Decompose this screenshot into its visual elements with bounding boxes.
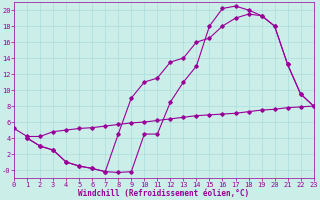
- X-axis label: Windchill (Refroidissement éolien,°C): Windchill (Refroidissement éolien,°C): [78, 189, 249, 198]
